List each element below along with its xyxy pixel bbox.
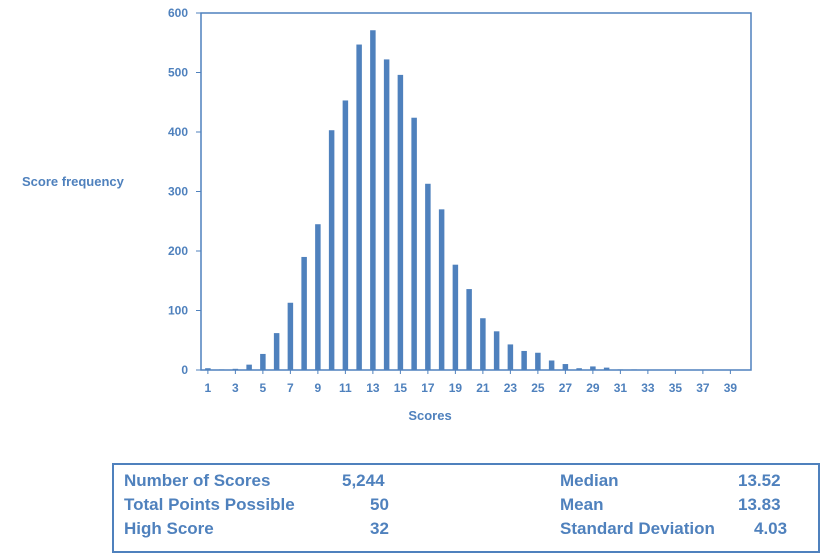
- high-score-label: High Score: [124, 519, 214, 538]
- x-tick-label: 1: [205, 381, 212, 395]
- y-tick-label: 500: [168, 66, 188, 80]
- bar-score-11: [342, 100, 349, 371]
- x-tick-label: 7: [287, 381, 294, 395]
- bar-score-27: [562, 364, 569, 370]
- total-points-value: 50: [370, 495, 389, 514]
- x-tick-label: 5: [260, 381, 267, 395]
- bar-score-31: [617, 369, 624, 370]
- x-tick-label: 19: [449, 381, 463, 395]
- bar-score-18: [438, 209, 445, 370]
- y-tick-label: 600: [168, 6, 188, 20]
- bar-score-30: [603, 367, 610, 370]
- std-dev-label: Standard Deviation: [560, 519, 715, 538]
- bar-score-5: [260, 353, 266, 370]
- x-tick-label: 11: [339, 381, 352, 395]
- mean-value: 13.83: [738, 495, 781, 514]
- bar-score-10: [328, 130, 335, 370]
- x-tick-label: 3: [232, 381, 239, 395]
- x-tick-label: 9: [315, 381, 322, 395]
- bar-score-3: [232, 368, 239, 370]
- y-tick-label: 300: [168, 185, 188, 199]
- x-tick-label: 31: [614, 381, 628, 395]
- x-axis-title: Scores: [408, 408, 451, 423]
- bar-score-6: [273, 333, 280, 370]
- bar-score-4: [246, 364, 252, 370]
- y-tick-label: 200: [168, 244, 188, 258]
- bar-score-24: [521, 350, 527, 370]
- bar-score-16: [411, 117, 417, 370]
- x-tick-label: 39: [724, 381, 738, 395]
- x-tick-label: 17: [421, 381, 435, 395]
- x-tick-label: 25: [531, 381, 545, 395]
- bar-score-25: [535, 352, 541, 370]
- number-of-scores-label: Number of Scores: [124, 471, 271, 490]
- bar-score-15: [397, 74, 404, 370]
- bar-score-2: [218, 369, 225, 370]
- x-tick-label: 23: [504, 381, 518, 395]
- bar-score-9: [315, 224, 321, 370]
- std-dev-value: 4.03: [754, 519, 788, 538]
- x-tick-label: 21: [476, 381, 490, 395]
- bar-score-20: [466, 289, 472, 370]
- x-tick-label: 13: [366, 381, 380, 395]
- bar-score-17: [425, 183, 431, 370]
- plot-area-frame: [200, 12, 752, 371]
- y-axis-title: Score frequency: [22, 174, 124, 189]
- bar-score-19: [452, 264, 459, 370]
- mean-label: Mean: [560, 495, 604, 514]
- bar-score-26: [548, 360, 555, 370]
- bar-score-21: [480, 318, 486, 370]
- bar-score-1: [205, 368, 211, 370]
- median-label: Median: [560, 471, 619, 490]
- bar-score-22: [493, 331, 500, 370]
- bar-score-28: [576, 368, 582, 370]
- x-tick-label: 15: [394, 381, 408, 395]
- y-tick-label: 0: [181, 363, 188, 377]
- bar-score-32: [631, 369, 637, 370]
- bar-score-29: [590, 366, 596, 370]
- x-tick-label: 35: [669, 381, 683, 395]
- high-score-value: 32: [370, 519, 389, 538]
- x-tick-label: 37: [696, 381, 710, 395]
- x-tick-label: 33: [641, 381, 655, 395]
- bar-score-12: [356, 44, 362, 370]
- x-tick-label: 29: [586, 381, 600, 395]
- bar-score-23: [507, 344, 514, 370]
- bar-score-14: [383, 59, 390, 370]
- median-value: 13.52: [738, 471, 781, 490]
- bar-score-13: [370, 30, 376, 370]
- number-of-scores-value: 5,244: [342, 471, 385, 490]
- statistics-box: Number of Scores 5,244 Total Points Poss…: [112, 463, 820, 553]
- y-tick-label: 100: [168, 304, 188, 318]
- bar-score-8: [301, 256, 307, 370]
- bar-score-7: [287, 302, 294, 370]
- y-tick-label: 400: [168, 125, 188, 139]
- total-points-label: Total Points Possible: [124, 495, 295, 514]
- x-tick-label: 27: [559, 381, 573, 395]
